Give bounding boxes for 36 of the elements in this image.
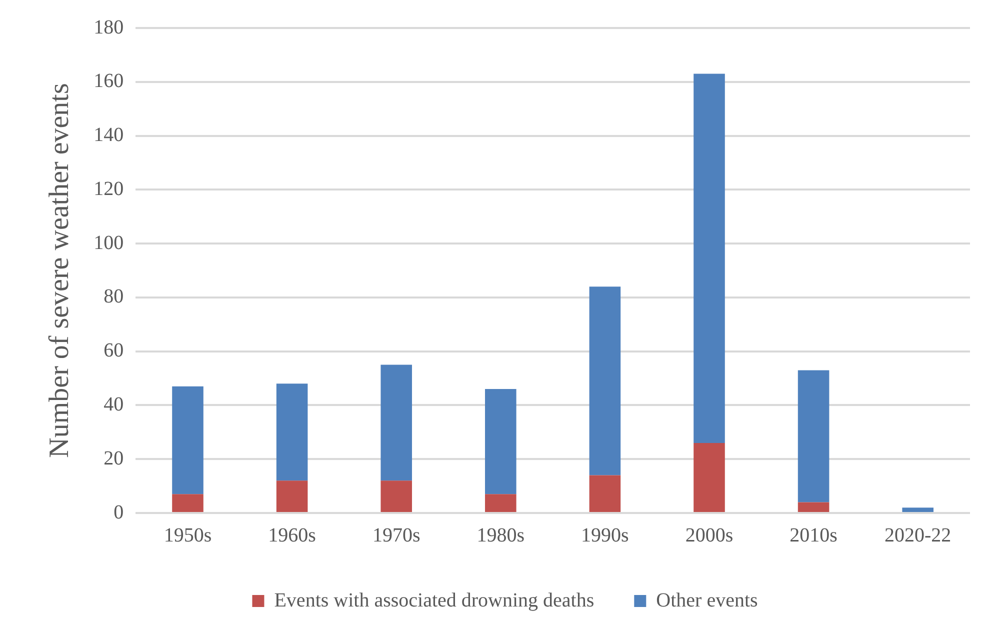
- y-tick-label: 120: [94, 178, 124, 200]
- bar: [798, 502, 830, 512]
- y-tick-label: 80: [104, 286, 124, 308]
- bar: [485, 494, 516, 512]
- bar: [172, 386, 204, 494]
- y-tick-label: 140: [94, 124, 124, 146]
- bar: [276, 480, 308, 512]
- bar: [694, 74, 725, 443]
- legend-label: Other events: [656, 589, 758, 612]
- y-tick-label: 40: [104, 393, 124, 416]
- bar: [276, 384, 308, 481]
- bar: [798, 370, 830, 502]
- y-tick-label: 20: [104, 447, 124, 470]
- x-tick-label: 1950s: [164, 524, 212, 546]
- bar: [485, 389, 516, 494]
- x-tick-label: 1990s: [581, 524, 630, 546]
- bar: [589, 286, 621, 476]
- x-tick-label: 2020-22: [884, 524, 952, 546]
- y-tick-label: 100: [94, 232, 124, 254]
- bar: [902, 508, 934, 512]
- y-tick-label: 160: [94, 70, 124, 92]
- y-tick-label: 60: [104, 340, 124, 362]
- bar: [694, 442, 725, 512]
- y-tick-label: 0: [114, 501, 124, 524]
- x-tick-label: 2000s: [685, 524, 734, 546]
- x-tick-label: 2010s: [790, 524, 838, 546]
- y-tick-label: 180: [94, 16, 124, 38]
- legend-label: Events with associated drowning deaths: [274, 589, 594, 612]
- bar: [172, 494, 204, 512]
- bar: [380, 480, 412, 512]
- bar: [380, 364, 412, 481]
- bar: [589, 475, 621, 512]
- y-axis-title: Number of severe weather events: [44, 83, 76, 458]
- x-tick-label: 1960s: [268, 524, 316, 546]
- x-tick-label: 1980s: [476, 524, 525, 546]
- x-tick-label: 1970s: [372, 524, 420, 546]
